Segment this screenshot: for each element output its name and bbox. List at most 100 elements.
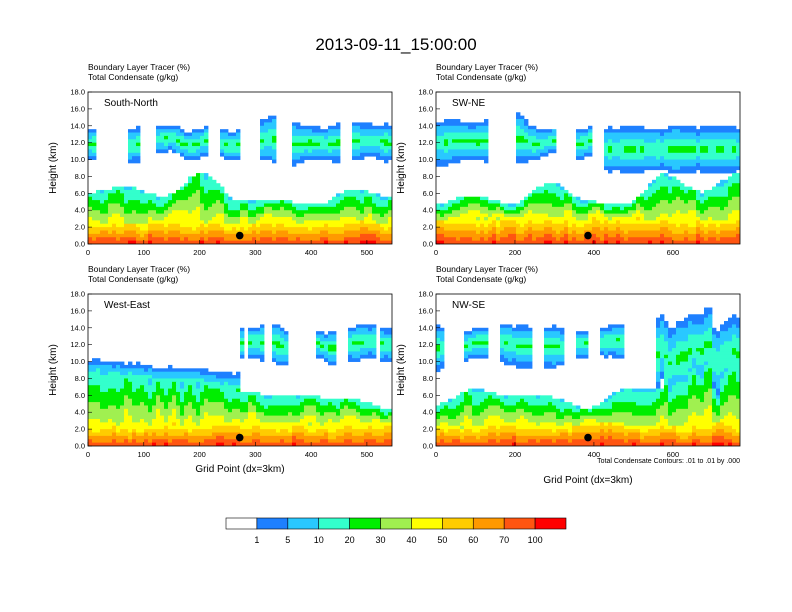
heatmap-cell [260,439,280,443]
heatmap-cell [672,335,688,339]
heatmap-cell [576,139,588,143]
heatmap-cell [332,419,340,423]
heatmap-cell [172,146,180,150]
y-tick-label: 4.0 [75,206,85,215]
heatmap-cell [176,412,180,416]
heatmap-cell [548,402,552,406]
heatmap-cell [352,432,364,436]
heatmap-cell [384,355,388,359]
heatmap-cell [668,422,684,426]
heatmap-cell [636,197,644,201]
heatmap-cell [204,237,208,241]
heatmap-cell [604,335,624,339]
heatmap-cell [476,230,480,234]
heatmap-cell [316,405,336,409]
heatmap-cell [732,348,736,352]
heatmap-cell [144,385,156,389]
heatmap-cell [608,234,616,238]
heatmap-cell [344,432,352,436]
heatmap-cell [624,432,628,436]
heatmap-cell [668,200,672,204]
heatmap-cell [660,139,664,143]
heatmap-cell [88,392,148,396]
heatmap-cell [524,200,572,204]
heatmap-cell [88,362,124,366]
heatmap-cell [544,220,552,224]
heatmap-cell [360,405,380,409]
heatmap-cell [368,214,372,218]
heatmap-cell [92,207,108,211]
heatmap-cell [180,153,184,157]
heatmap-cell [560,432,568,436]
heatmap-cell [644,190,656,194]
heatmap-cell [572,210,576,214]
heatmap-cell [716,224,720,228]
heatmap-cell [120,389,132,393]
heatmap-cell [660,173,664,177]
heatmap-cell [656,375,660,379]
heatmap-cell [628,237,672,241]
x-tick-label: 200 [193,450,206,459]
heatmap-cell [720,372,724,376]
heatmap-cell [688,190,696,194]
heatmap-cell [520,210,528,214]
y-tick-label: 14.0 [70,323,85,332]
x-tick-label: 300 [249,248,262,257]
heatmap-cell [320,338,336,342]
heatmap-cell [516,237,524,241]
heatmap-cell [452,139,488,143]
heatmap-cell [688,389,708,393]
heatmap-cell [356,217,364,221]
heatmap-cell [720,385,724,389]
heatmap-cell [160,382,172,386]
heatmap-cell [196,409,200,413]
heatmap-cell [260,143,276,147]
panel-header-line2: Total Condensate (g/kg) [436,274,526,284]
heatmap-cell [724,321,740,325]
y-tick-label: 12.0 [70,138,85,147]
heatmap-cell [248,405,256,409]
heatmap-cell [272,351,276,355]
heatmap-cell [164,237,168,241]
heatmap-cell [224,149,240,153]
heatmap-cell [600,422,604,426]
heatmap-cell [372,432,384,436]
heatmap-cell [556,405,576,409]
heatmap-cell [360,139,380,143]
heatmap-cell [184,409,196,413]
heatmap-cell [188,389,192,393]
heatmap-cell [200,409,228,413]
heatmap-cell [188,143,192,147]
heatmap-cell [124,399,132,403]
heatmap-cell [620,338,624,342]
heatmap-cell [600,328,612,332]
heatmap-cell [292,153,340,157]
heatmap-cell [696,220,700,224]
heatmap-cell [180,230,200,234]
heatmap-cell [720,335,732,339]
heatmap-cell [384,122,388,126]
heatmap-cell [344,207,356,211]
heatmap-cell [504,355,532,359]
heatmap-cell [152,234,236,238]
heatmap-cell [732,432,740,436]
heatmap-cell [576,203,588,207]
heatmap-cell [136,230,148,234]
heatmap-cell [552,227,564,231]
heatmap-cell [732,412,740,416]
heatmap-cell [456,197,464,201]
heatmap-cell [180,395,184,399]
heatmap-cell [600,351,604,355]
heatmap-cell [704,200,728,204]
heatmap-cell [556,362,564,366]
heatmap-cell [656,338,664,342]
heatmap-cell [240,399,248,403]
heatmap-cell [608,146,612,150]
heatmap-cell [464,348,472,352]
heatmap-cell [716,399,720,403]
heatmap-cell [176,139,180,143]
heatmap-cell [240,335,244,339]
heatmap-cell [568,227,592,231]
heatmap-cell [436,153,488,157]
heatmap-cell [332,197,344,201]
